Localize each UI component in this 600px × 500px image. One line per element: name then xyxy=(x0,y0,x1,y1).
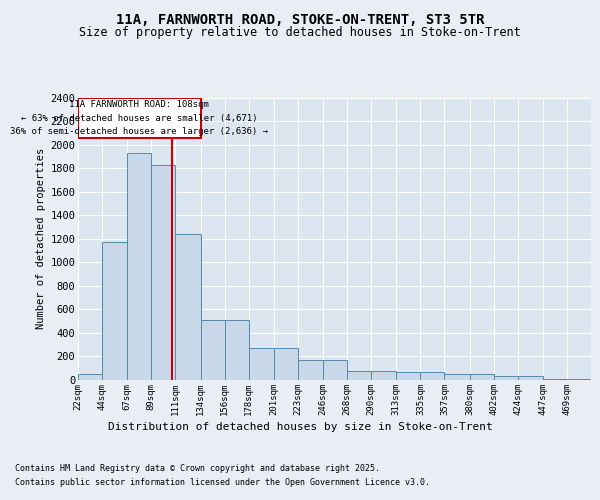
Bar xyxy=(347,370,371,380)
Bar xyxy=(494,376,518,380)
Bar xyxy=(248,348,274,380)
Bar xyxy=(78,374,102,380)
Bar xyxy=(567,379,591,380)
Bar xyxy=(518,376,543,380)
Bar xyxy=(274,348,298,380)
Bar xyxy=(397,372,421,380)
Bar xyxy=(543,379,567,380)
Text: Distribution of detached houses by size in Stoke-on-Trent: Distribution of detached houses by size … xyxy=(107,422,493,432)
Bar xyxy=(102,242,127,380)
Bar xyxy=(470,374,494,380)
Text: 11A FARNWORTH ROAD: 108sqm: 11A FARNWORTH ROAD: 108sqm xyxy=(70,100,209,110)
Bar xyxy=(371,370,397,380)
Bar xyxy=(175,234,200,380)
Bar xyxy=(298,360,323,380)
Text: Contains HM Land Registry data © Crown copyright and database right 2025.: Contains HM Land Registry data © Crown c… xyxy=(15,464,380,473)
Text: ← 63% of detached houses are smaller (4,671): ← 63% of detached houses are smaller (4,… xyxy=(21,114,257,122)
Text: Contains public sector information licensed under the Open Government Licence v3: Contains public sector information licen… xyxy=(15,478,430,487)
Bar xyxy=(445,374,470,380)
Y-axis label: Number of detached properties: Number of detached properties xyxy=(36,148,46,330)
Bar xyxy=(224,320,248,380)
Bar xyxy=(323,360,347,380)
Text: 36% of semi-detached houses are larger (2,636) →: 36% of semi-detached houses are larger (… xyxy=(10,126,268,136)
Bar xyxy=(200,320,224,380)
Text: Size of property relative to detached houses in Stoke-on-Trent: Size of property relative to detached ho… xyxy=(79,26,521,39)
Bar xyxy=(127,153,151,380)
Text: 11A, FARNWORTH ROAD, STOKE-ON-TRENT, ST3 5TR: 11A, FARNWORTH ROAD, STOKE-ON-TRENT, ST3… xyxy=(116,12,484,26)
Bar xyxy=(151,164,175,380)
FancyBboxPatch shape xyxy=(78,98,200,138)
Bar xyxy=(421,372,445,380)
